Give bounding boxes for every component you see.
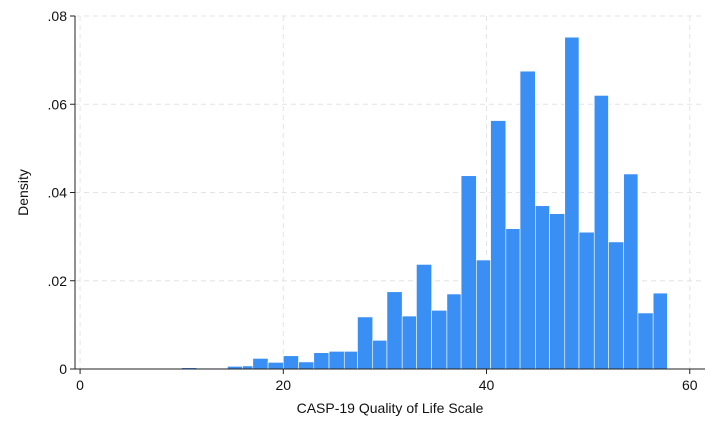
histogram-bar xyxy=(505,228,521,370)
histogram-bar xyxy=(476,259,491,370)
histogram-bar xyxy=(623,173,639,370)
histogram-bar xyxy=(446,293,462,370)
histogram-bar xyxy=(549,213,566,370)
histogram-bar xyxy=(298,361,315,370)
x-tick-label: 0 xyxy=(76,377,84,393)
histogram-bars xyxy=(181,36,668,370)
histogram-bar xyxy=(283,355,299,370)
histogram-bar xyxy=(431,310,448,370)
histogram-bar xyxy=(460,175,477,370)
histogram-bar xyxy=(416,264,432,370)
histogram-bar xyxy=(401,315,417,370)
x-axis-title: CASP-19 Quality of Life Scale xyxy=(297,400,484,416)
x-tick-label: 40 xyxy=(479,377,495,393)
histogram-bar xyxy=(386,291,403,370)
y-tick-label: .02 xyxy=(48,273,68,289)
y-tick-label: 0 xyxy=(59,361,67,377)
histogram-bar xyxy=(372,340,388,370)
histogram-bar xyxy=(252,358,269,370)
histogram-bar xyxy=(578,231,595,370)
y-tick-label: .04 xyxy=(48,185,68,201)
y-axis-title: Density xyxy=(15,169,31,216)
y-tick-label: .06 xyxy=(48,96,68,112)
x-tick-label: 60 xyxy=(682,377,698,393)
histogram-bar xyxy=(608,241,625,370)
y-tick-label: .08 xyxy=(48,8,68,24)
histogram-bar xyxy=(267,362,284,370)
x-tick-label: 20 xyxy=(276,377,292,393)
histogram-bar xyxy=(564,36,580,370)
histogram-bar xyxy=(519,70,536,370)
histogram-bar xyxy=(343,351,358,370)
histogram-bar xyxy=(357,316,374,370)
histogram-bar xyxy=(637,312,654,370)
histogram-bar xyxy=(593,95,609,370)
histogram-bar xyxy=(328,351,345,370)
histogram-bar xyxy=(490,120,507,370)
histogram-bar xyxy=(652,292,668,370)
x-axis-ticks: 0 20 40 60 xyxy=(76,369,698,393)
y-axis-ticks: 0 .02 .04 .06 .08 xyxy=(48,8,75,377)
histogram-bar xyxy=(313,352,330,370)
histogram-bar xyxy=(535,205,550,370)
